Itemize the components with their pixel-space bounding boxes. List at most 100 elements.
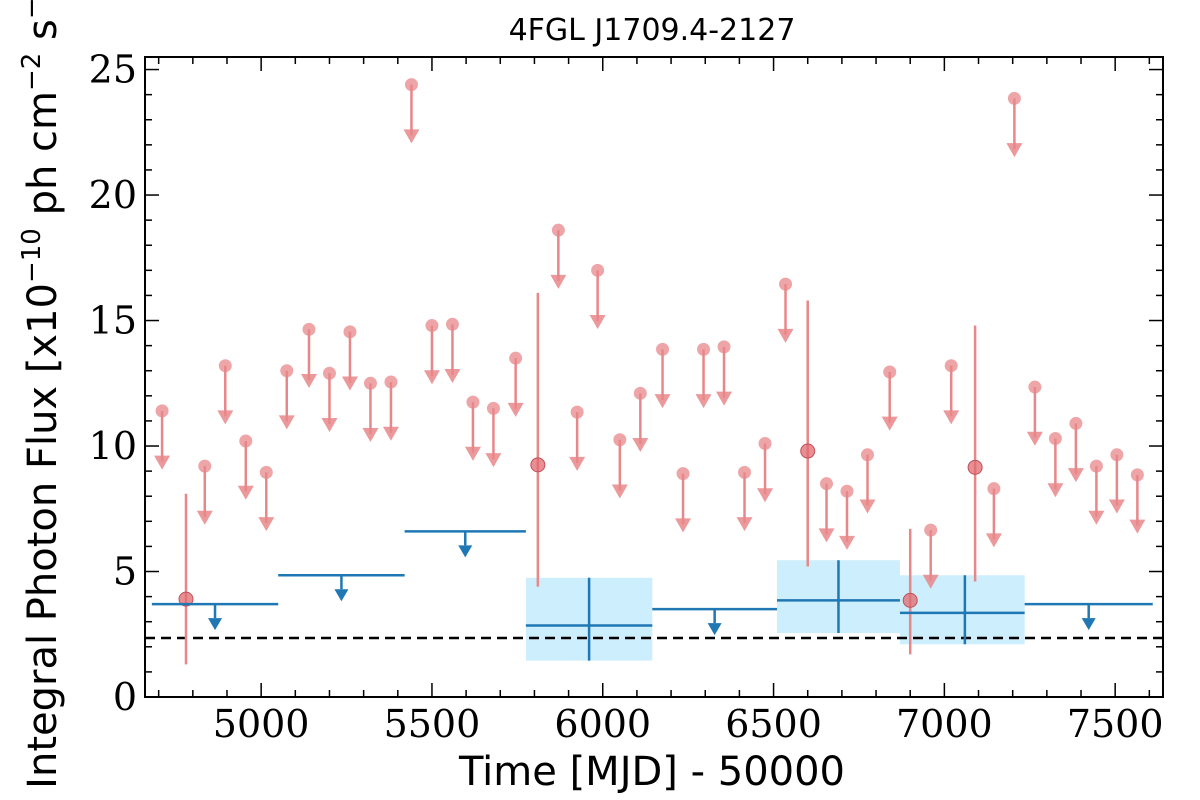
detection-point — [967, 459, 983, 475]
upper-limit-point — [343, 325, 357, 339]
upper-limit-arrow-head — [611, 484, 628, 499]
upper-limit-arrow-head — [716, 391, 733, 406]
upper-limit-arrow-head — [675, 518, 692, 533]
upper-limit-point — [717, 340, 731, 354]
x-tick-label: 5000 — [213, 702, 310, 746]
upper-limit-point — [656, 342, 670, 356]
upper-limit-point — [613, 433, 627, 447]
upper-limit-arrow-head — [632, 438, 649, 453]
upper-limit-point — [758, 437, 772, 451]
long-bin-arrow-head — [458, 545, 473, 558]
upper-limit-point — [840, 484, 854, 498]
upper-limit-arrow-head — [278, 415, 295, 430]
upper-limit-point — [1048, 431, 1062, 445]
upper-limit-point — [697, 342, 711, 356]
upper-limit-point — [404, 78, 418, 92]
upper-limit-point — [1130, 468, 1144, 482]
upper-limit-point — [1028, 380, 1042, 394]
upper-limit-arrow-head — [1067, 468, 1084, 483]
upper-limit-arrow-head — [154, 455, 171, 470]
upper-limit-point — [1069, 416, 1083, 430]
upper-limit-point — [198, 459, 212, 473]
detection-point — [530, 457, 546, 473]
upper-limit-point — [1007, 91, 1021, 105]
y-tick-label: 25 — [89, 48, 137, 92]
upper-limit-point — [486, 401, 500, 415]
upper-limit-point — [1110, 448, 1124, 462]
upper-limit-point — [425, 319, 439, 333]
x-tick-label: 5500 — [384, 702, 481, 746]
upper-limit-point — [509, 351, 523, 365]
y-axis-label: Integral Photon Flux [x10−10 ph cm−2 s−1… — [17, 0, 66, 789]
upper-limit-arrow-head — [757, 488, 774, 503]
upper-limit-point — [322, 366, 336, 380]
upper-limit-arrow-head — [818, 528, 835, 543]
x-axis-label: Time [MJD] - 50000 — [458, 749, 845, 795]
y-tick-label: 20 — [89, 173, 137, 217]
upper-limit-arrow-head — [550, 274, 567, 289]
upper-limit-arrow-head — [237, 485, 254, 500]
y-tick-label: 5 — [113, 550, 137, 594]
x-tick-label: 6500 — [725, 702, 822, 746]
upper-limit-point — [924, 523, 938, 537]
upper-limit-arrow-head — [507, 402, 524, 417]
long-bin-arrow-head — [208, 618, 223, 631]
upper-limit-arrow-head — [589, 315, 606, 330]
upper-limit-point — [363, 376, 377, 390]
upper-limit-arrow-head — [943, 410, 960, 425]
y-tick-label: 0 — [113, 675, 137, 719]
upper-limit-arrow-head — [196, 510, 213, 525]
upper-limit-arrow-head — [654, 394, 671, 409]
y-tick-label: 15 — [89, 299, 137, 343]
upper-limit-arrow-head — [258, 517, 275, 532]
upper-limit-arrow-head — [922, 574, 939, 589]
upper-limit-point — [883, 365, 897, 379]
upper-limit-arrow-head — [1108, 499, 1125, 514]
x-axis: 5000 5500 6000 6500 7000 7500 — [157, 57, 1164, 746]
upper-limit-point — [280, 364, 294, 378]
y-tick-label: 10 — [89, 424, 137, 468]
upper-limit-arrow-head — [859, 499, 876, 514]
upper-limit-point — [779, 277, 793, 291]
detection-point — [800, 443, 816, 459]
upper-limit-point — [259, 465, 273, 479]
upper-limit-point — [944, 359, 958, 373]
upper-limit-arrow-head — [1026, 431, 1043, 446]
upper-limit-arrow-head — [423, 370, 440, 385]
chart-title: 4FGL J1709.4-2127 — [509, 13, 796, 48]
upper-limit-arrow-head — [382, 426, 399, 441]
upper-limit-arrow-head — [321, 417, 338, 432]
upper-limit-arrow-head — [1006, 143, 1023, 158]
upper-limit-arrow-head — [985, 533, 1002, 548]
long-bin-arrow-head — [334, 589, 349, 602]
upper-limit-arrow-head — [444, 369, 461, 383]
upper-limit-arrow-head — [217, 410, 234, 425]
upper-limit-point — [820, 477, 834, 491]
upper-limit-point — [551, 223, 565, 237]
svg-text:Integral Photon Flux [x10−10 p: Integral Photon Flux [x10−10 ph cm−2 s−1… — [17, 0, 66, 789]
upper-limit-point — [155, 404, 169, 418]
upper-limit-arrow-head — [464, 446, 481, 461]
upper-limit-arrow-head — [485, 453, 502, 468]
upper-limit-point — [738, 465, 752, 479]
plot-area — [145, 78, 1163, 665]
upper-limit-arrow-head — [300, 374, 317, 389]
upper-limit-point — [861, 448, 875, 462]
upper-limit-point — [239, 434, 253, 448]
x-tick-label: 6000 — [554, 702, 651, 746]
upper-limit-arrow-head — [362, 427, 379, 442]
long-bin-arrow-head — [707, 623, 722, 636]
upper-limit-point — [302, 322, 316, 336]
long-bin-arrow-head — [1081, 618, 1096, 631]
upper-limit-arrow-head — [839, 535, 856, 550]
upper-limit-arrow-head — [1129, 519, 1146, 534]
error-box — [899, 575, 1025, 645]
upper-limit-arrow-head — [695, 394, 712, 409]
y-axis: 0 5 10 15 20 25 — [89, 48, 1163, 719]
upper-limit-arrow-head — [569, 456, 586, 471]
detection-point — [902, 592, 918, 608]
upper-limit-point — [633, 386, 647, 400]
detection-point — [178, 591, 194, 607]
upper-limit-arrow-head — [1047, 483, 1064, 498]
